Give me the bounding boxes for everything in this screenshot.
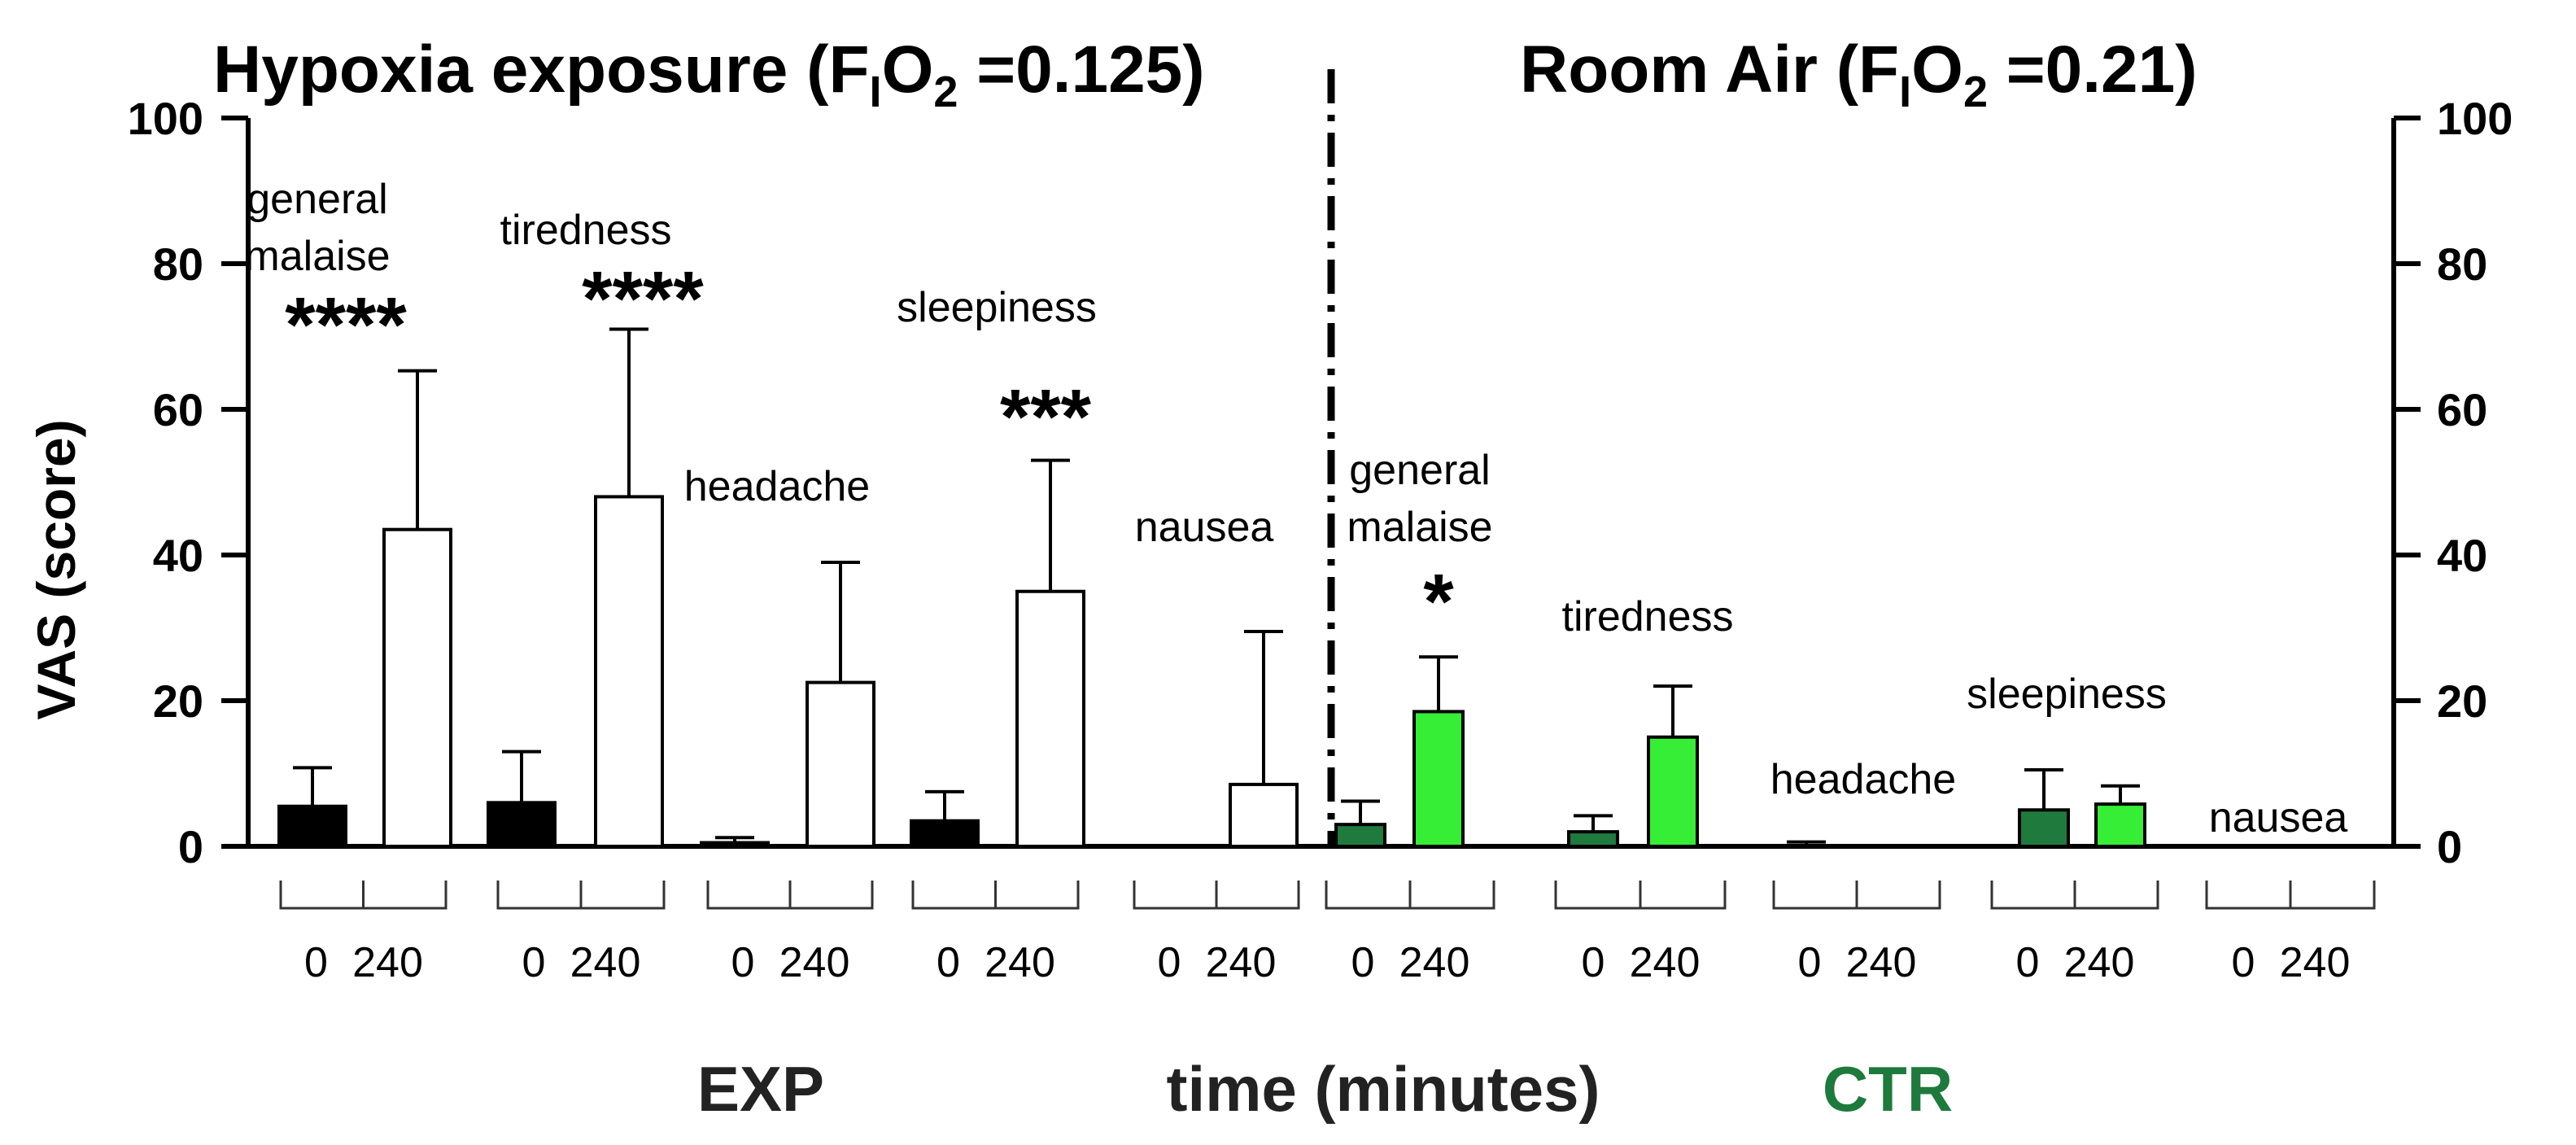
exp-bar-0min (910, 819, 980, 848)
bars (277, 327, 2146, 849)
exp-bar-240min (806, 680, 875, 848)
left-tick-label: 100 (128, 93, 203, 144)
symptom-label: sleepiness (1967, 671, 2167, 718)
time-label-240: 240 (779, 939, 850, 986)
time-label-240: 240 (1206, 939, 1277, 986)
y-axis-label: VAS (score) (26, 419, 86, 719)
title-room-air: Room Air (FIO2 =0.21) (1520, 33, 2198, 116)
ctr-bar-0min (1567, 830, 1619, 848)
right-ticks: 0 20 40 60 80 100 (2394, 93, 2513, 872)
title-hypoxia: Hypoxia exposure (FIO2 =0.125) (213, 33, 1205, 116)
exp-bar-240min (594, 495, 664, 849)
exp-bar-0min (487, 801, 557, 848)
symptom-label: tiredness (1562, 593, 1734, 640)
right-tick-label: 40 (2437, 530, 2487, 581)
significance-marker: * (1423, 558, 1454, 645)
time-label-240: 240 (2064, 939, 2135, 986)
ctr-bar-240min (1412, 710, 1465, 848)
time-label-240: 240 (1630, 939, 1701, 986)
time-label-0: 0 (937, 939, 960, 986)
exp-bar-240min (382, 527, 452, 848)
ctr-group-label: CTR (1823, 1053, 1953, 1125)
symptom-label: malaise (244, 233, 390, 280)
left-tick-label: 20 (153, 675, 203, 727)
time-label-0: 0 (1158, 939, 1181, 986)
symptom-label: nausea (2209, 794, 2348, 841)
symptom-label: headache (1770, 756, 1956, 803)
symptom-label: general (247, 176, 387, 223)
significance-marker: *** (1000, 374, 1092, 461)
exp-bar-0min (700, 841, 770, 849)
time-label-0: 0 (1351, 939, 1375, 986)
right-tick-label: 20 (2437, 675, 2487, 727)
symptom-label: sleepiness (897, 284, 1097, 331)
left-tick-label: 80 (153, 238, 203, 290)
time-label-240: 240 (2280, 939, 2351, 986)
significance-marker: **** (285, 282, 407, 369)
exp-group-label: EXP (697, 1053, 824, 1125)
exp-bar-240min (1015, 589, 1085, 848)
exp-bar-0min (277, 804, 347, 849)
left-tick-label: 60 (153, 384, 203, 435)
ctr-bar-240min (2094, 802, 2146, 849)
time-label-0: 0 (2016, 939, 2040, 986)
symptom-label: general (1349, 447, 1490, 494)
ctr-bar-0min (1334, 823, 1386, 849)
time-label-240: 240 (985, 939, 1055, 986)
time-label-0: 0 (2232, 939, 2255, 986)
significance-marker: **** (582, 256, 704, 343)
time-label-240: 240 (1846, 939, 1917, 986)
time-label-0: 0 (522, 939, 546, 986)
time-label-240: 240 (570, 939, 641, 986)
left-tick-label: 0 (178, 821, 203, 872)
x-axis-label: time (minutes) (1166, 1053, 1600, 1125)
right-tick-label: 60 (2437, 384, 2487, 435)
right-tick-label: 0 (2437, 821, 2462, 872)
ctr-bar-240min (1647, 735, 1699, 848)
right-tick-label: 100 (2437, 93, 2513, 144)
exp-bar-240min (1229, 782, 1299, 848)
time-label-240: 240 (352, 939, 423, 986)
symptom-label: malaise (1347, 504, 1492, 551)
symptom-label: tiredness (500, 207, 672, 254)
time-label-240: 240 (1399, 939, 1470, 986)
symptom-label: nausea (1135, 504, 1274, 551)
symptom-labels: generalmalaise****tiredness****headaches… (244, 176, 2347, 841)
time-label-0: 0 (304, 939, 328, 986)
right-tick-label: 80 (2437, 238, 2487, 290)
left-tick-label: 40 (153, 530, 203, 581)
time-brackets: 0 240 0 240 0 240 0 240 0 240 0 240 0 240 0 240 0 240 0 240 (279, 881, 2376, 986)
time-label-0: 0 (731, 939, 755, 986)
time-label-0: 0 (1798, 939, 1822, 986)
symptom-label: headache (684, 463, 870, 510)
time-label-0: 0 (1582, 939, 1605, 986)
ctr-bar-0min (2018, 808, 2070, 848)
left-ticks: 0 20 40 60 80 100 (128, 93, 248, 872)
